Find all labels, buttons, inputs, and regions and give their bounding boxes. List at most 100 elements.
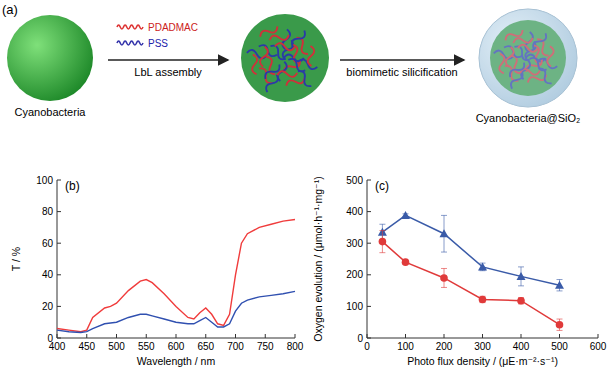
cell-label: Cyanobacteria@SiO₂ — [476, 112, 581, 124]
x-tick-label: 700 — [227, 341, 244, 352]
y-axis-label: T / % — [10, 247, 22, 271]
y-axis — [57, 180, 58, 338]
diagram: (a) Cyanobacteria PDADMAC PSS LbL assembly bi… — [2, 2, 580, 124]
marker — [517, 297, 525, 305]
x-tick-label: 600 — [590, 341, 607, 352]
x-tick — [57, 334, 58, 338]
x-tick — [295, 334, 296, 338]
y-tick — [57, 211, 61, 212]
y-tick-label: 80 — [42, 206, 54, 217]
x-tick — [86, 334, 87, 338]
x-tick — [116, 334, 117, 338]
y-tick — [57, 274, 61, 275]
error-bar — [518, 298, 524, 304]
polymer-strand — [307, 46, 315, 66]
error-bar — [480, 296, 486, 302]
y-tick-label: 0 — [357, 333, 363, 344]
marker — [440, 274, 448, 282]
polymer-label: PDADMAC — [148, 22, 198, 33]
x-tick-label: 200 — [436, 341, 453, 352]
y-tick-label: 400 — [346, 206, 363, 217]
x-tick — [235, 334, 236, 338]
x-tick — [521, 334, 522, 338]
y-tick — [367, 338, 371, 339]
polymer-icon — [117, 25, 143, 29]
arrow — [108, 59, 228, 61]
x-tick — [146, 334, 147, 338]
y-tick — [57, 306, 61, 307]
y-tick — [367, 243, 371, 244]
y-tick — [367, 306, 371, 307]
x-tick-label: 550 — [138, 341, 155, 352]
y-axis-label: Oxygen evolution / (μmol·h⁻¹·mg⁻¹) — [312, 176, 324, 341]
marker — [479, 296, 487, 304]
step-label: LbL assembly — [134, 66, 202, 78]
polymer-strand — [263, 62, 282, 81]
x-tick-label: 600 — [168, 341, 185, 352]
series-line — [57, 291, 295, 332]
plot-area — [378, 211, 564, 331]
marker — [478, 262, 487, 270]
polymer-strand — [295, 69, 314, 89]
y-tick-label: 0 — [47, 333, 53, 344]
y-tick-label: 300 — [346, 238, 363, 249]
x-tick — [598, 334, 599, 338]
silica-shell — [479, 9, 577, 107]
x-tick — [405, 334, 406, 338]
chart: 400450500550600650700750800020406080100W… — [10, 175, 304, 368]
cell-label: Cyanobacteria — [15, 106, 87, 118]
chart: 01002003004005006000100200300400500Photo… — [312, 175, 607, 368]
marker — [556, 321, 564, 329]
polymer-strand — [258, 23, 279, 39]
cyanobacteria-cell — [7, 15, 93, 101]
marker — [379, 238, 387, 246]
polymer-strand — [286, 57, 307, 74]
series-line — [382, 242, 559, 325]
marker — [401, 211, 410, 219]
polymer-strand — [264, 73, 280, 94]
plot-area — [57, 220, 295, 333]
figure: (a) Cyanobacteria PDADMAC PSS LbL assembly bi… — [0, 0, 610, 370]
x-tick — [265, 334, 266, 338]
x-tick — [367, 334, 368, 338]
polymer-strand — [277, 69, 298, 78]
error-bar — [379, 231, 385, 253]
step-label: biomimetic silicification — [346, 66, 457, 78]
polymer-label: PSS — [148, 38, 168, 49]
x-tick-label: 450 — [78, 341, 95, 352]
y-tick — [367, 274, 371, 275]
x-axis-label: Photo flux density / (μE·m⁻²·s⁻¹) — [407, 355, 558, 367]
coated-cell — [241, 14, 329, 102]
polymer-strand — [269, 32, 290, 44]
polymer-strand — [290, 29, 307, 49]
polymer-strand — [285, 75, 306, 89]
x-tick — [444, 334, 445, 338]
x-tick-label: 500 — [108, 341, 125, 352]
x-tick — [176, 334, 177, 338]
polymer-strand — [275, 43, 295, 50]
x-tick-label: 300 — [474, 341, 491, 352]
y-tick — [367, 180, 371, 181]
x-tick — [559, 334, 560, 338]
x-tick-label: 100 — [397, 341, 414, 352]
x-tick-label: 0 — [364, 341, 370, 352]
polymer-strand — [249, 54, 260, 75]
y-tick-label: 500 — [346, 175, 363, 186]
polymer-strand — [260, 46, 269, 67]
panel-label: (b) — [65, 179, 80, 193]
x-tick-label: 650 — [197, 341, 214, 352]
marker — [517, 272, 526, 280]
y-axis — [367, 180, 368, 338]
panel-label: (a) — [2, 2, 18, 17]
y-tick — [367, 211, 371, 212]
x-tick — [205, 334, 206, 338]
marker — [402, 258, 410, 266]
y-tick-label: 200 — [346, 269, 363, 280]
error-bar — [557, 319, 563, 330]
y-tick — [57, 338, 61, 339]
silica-glaze — [479, 9, 577, 107]
x-tick-label: 750 — [257, 341, 274, 352]
polymer-mesh — [246, 23, 318, 93]
y-tick — [57, 180, 61, 181]
series-line — [382, 215, 559, 285]
